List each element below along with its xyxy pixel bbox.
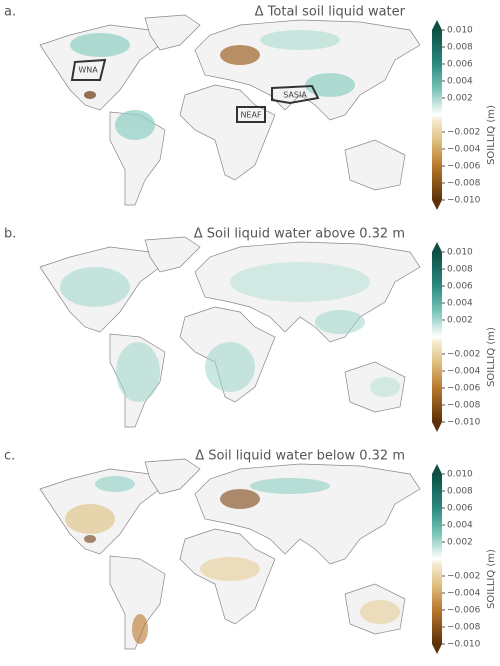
- colorbar-tick-label: −0.008: [447, 401, 481, 411]
- colorbar-tick-label: 0.004: [447, 77, 473, 87]
- colorbar-tick-label: −0.010: [447, 418, 481, 428]
- colorbar-tick-label: −0.004: [447, 367, 481, 377]
- map-field: [60, 262, 400, 402]
- colorbar-label: SOILLIQ (m): [486, 327, 497, 387]
- colorbar-tick-label: −0.002: [447, 572, 480, 582]
- region-box: [271, 84, 320, 105]
- colorbar: [432, 252, 442, 422]
- map-field: [65, 476, 400, 644]
- colorbar-tick-label: 0.004: [447, 521, 473, 531]
- world-map: [40, 459, 420, 649]
- colorbar-tick-label: 0.006: [447, 504, 473, 514]
- colorbar: [432, 474, 442, 644]
- colorbar-label: SOILLIQ (m): [486, 549, 497, 609]
- world-map: [40, 237, 420, 427]
- colorbar-tick-label: −0.002: [447, 350, 480, 360]
- colorbar-bottom: [432, 422, 442, 432]
- colorbar-top: [432, 20, 442, 30]
- colorbar-tick-label: −0.002: [447, 128, 480, 138]
- colorbar-tick-label: 0.010: [447, 26, 473, 36]
- colorbar-tick-label: 0.002: [447, 316, 473, 326]
- colorbar-tick-label: −0.006: [447, 162, 481, 172]
- panel-label: a.: [4, 5, 16, 20]
- colorbar-top: [432, 464, 442, 474]
- colorbar-tick-label: 0.008: [447, 43, 473, 53]
- panel-label: b.: [4, 227, 16, 242]
- colorbar-tick-label: −0.004: [447, 589, 481, 599]
- colorbar-bottom: [432, 644, 442, 654]
- colorbar-tick-label: −0.010: [447, 640, 481, 650]
- colorbar-tick-label: 0.010: [447, 470, 473, 480]
- colorbar: [432, 30, 442, 200]
- colorbar-tick-label: 0.010: [447, 248, 473, 258]
- region-box: [236, 106, 266, 123]
- colorbar-tick-label: −0.006: [447, 606, 481, 616]
- panel: b. Δ Soil liquid water above 0.32 m 0.01…: [4, 227, 497, 432]
- panel: a. Δ Total soil liquid water WNA NEAF SA…: [4, 5, 497, 210]
- colorbar-tick-label: 0.002: [447, 538, 473, 548]
- panel-title: Δ Soil liquid water below 0.32 m: [195, 449, 405, 464]
- colorbar-tick-label: −0.006: [447, 384, 481, 394]
- colorbar-top: [432, 242, 442, 252]
- panel-title: Δ Soil liquid water above 0.32 m: [194, 227, 405, 242]
- map-field: [70, 30, 355, 140]
- colorbar-tick-label: 0.006: [447, 60, 473, 70]
- region-box: [70, 58, 107, 81]
- region-label: WNA: [78, 66, 98, 75]
- colorbar-tick-label: −0.008: [447, 179, 481, 189]
- colorbar-tick-label: −0.010: [447, 196, 481, 206]
- colorbar-tick-label: 0.004: [447, 299, 473, 309]
- colorbar-tick-label: −0.008: [447, 623, 481, 633]
- region-label: SASIA: [283, 91, 307, 100]
- colorbar-tick-label: 0.006: [447, 282, 473, 292]
- colorbar-label: SOILLIQ (m): [486, 105, 497, 165]
- colorbar-tick-label: 0.008: [447, 265, 473, 275]
- colorbar-bottom: [432, 200, 442, 210]
- colorbar-tick-label: 0.002: [447, 94, 473, 104]
- region-label: NEAF: [240, 111, 262, 120]
- panel-label: c.: [4, 449, 15, 464]
- colorbar-tick-label: 0.008: [447, 487, 473, 497]
- panel-title: Δ Total soil liquid water: [255, 5, 406, 20]
- colorbar-tick-label: −0.004: [447, 145, 481, 155]
- panel: c. Δ Soil liquid water below 0.32 m 0.01…: [4, 449, 497, 654]
